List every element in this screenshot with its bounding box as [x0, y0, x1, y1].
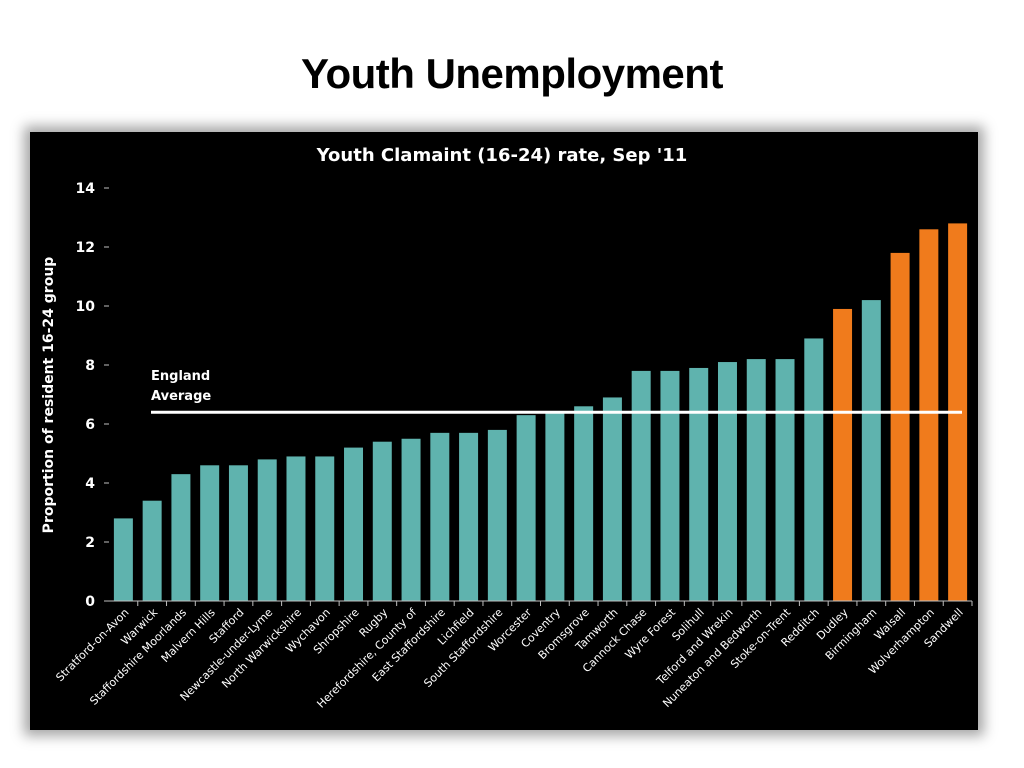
bar [545, 412, 565, 601]
bar [919, 229, 939, 602]
bar [602, 397, 622, 601]
bar [487, 429, 507, 601]
bar [804, 338, 824, 601]
bar [286, 456, 306, 601]
bar [574, 406, 594, 601]
bar [401, 438, 421, 601]
y-axis-label: Proportion of resident 16-24 group [41, 257, 57, 534]
bar [833, 308, 853, 601]
reference-line-label: Average [151, 389, 211, 404]
y-tick-label: 6 [85, 417, 95, 433]
bar [861, 300, 881, 601]
bar [631, 370, 651, 601]
bar [775, 359, 795, 601]
y-tick-label: 10 [76, 299, 96, 315]
bar [459, 432, 479, 601]
page-title: Youth Unemployment [301, 50, 723, 97]
bar [142, 500, 162, 601]
y-tick-label: 14 [76, 181, 96, 197]
bar [228, 465, 248, 601]
y-tick-label: 12 [76, 240, 95, 256]
y-tick-label: 4 [85, 476, 95, 492]
reference-line-label: England [151, 369, 210, 384]
bar [113, 518, 133, 601]
bar [660, 370, 680, 601]
y-tick-label: 8 [85, 358, 95, 374]
bar [344, 447, 364, 601]
y-tick-label: 2 [85, 535, 95, 551]
bar [717, 362, 737, 601]
bar [890, 252, 910, 601]
chart-panel: Youth Clamaint (16-24) rate, Sep '11 Pro… [30, 132, 978, 730]
y-tick-label: 0 [85, 594, 95, 610]
bar [171, 474, 191, 601]
bar [430, 432, 450, 601]
bar [257, 459, 277, 601]
bar [372, 441, 392, 601]
bar [689, 367, 709, 601]
bar [200, 465, 220, 601]
chart-title: Youth Clamaint (16-24) rate, Sep '11 [316, 145, 688, 166]
bar [746, 359, 766, 601]
bar-chart: Youth Clamaint (16-24) rate, Sep '11 Pro… [41, 145, 973, 711]
bar [516, 415, 536, 601]
bar [315, 456, 335, 601]
